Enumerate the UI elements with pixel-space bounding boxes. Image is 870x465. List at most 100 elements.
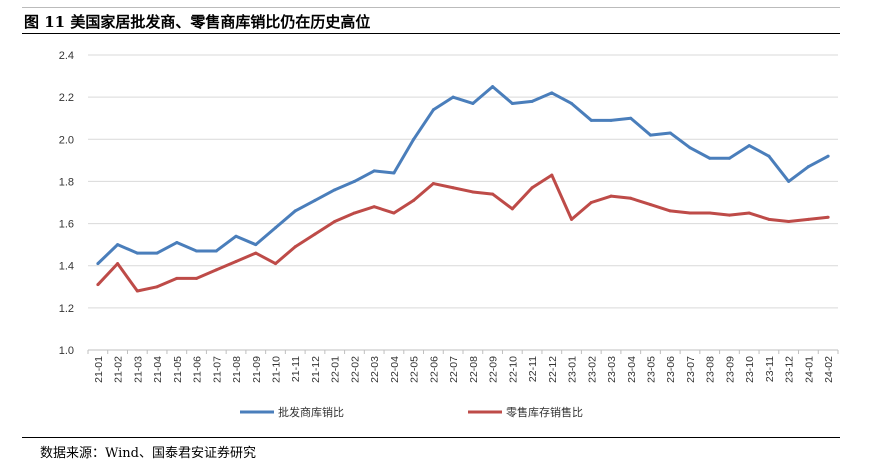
data-point: [550, 173, 554, 177]
legend-label: 批发商库销比: [278, 405, 344, 419]
data-point: [274, 262, 277, 266]
data-point: [510, 207, 514, 211]
data-point: [530, 99, 534, 103]
data-point: [589, 118, 593, 122]
data-point: [629, 196, 633, 200]
data-point: [530, 186, 534, 190]
data-point: [175, 276, 179, 280]
series-line-2: [96, 173, 829, 293]
data-point: [214, 268, 218, 272]
data-point: [727, 213, 731, 217]
x-tick-label: 23-11: [764, 356, 776, 382]
x-tick-label: 22-07: [448, 356, 460, 383]
data-point: [649, 133, 652, 137]
source-note: 数据来源：Wind、国泰君安证券研究: [40, 446, 256, 461]
x-tick-label: 21-01: [93, 356, 105, 383]
x-tick-label: 21-11: [290, 356, 302, 382]
data-point: [254, 243, 258, 247]
y-tick-label: 1.2: [59, 303, 74, 315]
x-tick-label: 21-02: [113, 356, 125, 383]
data-point: [293, 209, 297, 213]
data-point: [372, 205, 376, 209]
x-tick-label: 22-05: [409, 356, 421, 383]
x-tick-label: 22-12: [547, 356, 559, 383]
series-line-1: [96, 85, 829, 265]
data-point: [668, 131, 672, 135]
data-point: [412, 137, 416, 141]
data-point: [451, 186, 455, 190]
data-point: [352, 211, 356, 215]
x-tick-label: 21-04: [152, 356, 164, 383]
x-tick-label: 23-02: [586, 356, 598, 383]
x-tick-label: 24-01: [803, 356, 815, 383]
y-tick-label: 1.6: [59, 219, 74, 231]
data-point: [155, 285, 159, 289]
data-point: [431, 182, 435, 186]
data-point: [333, 188, 337, 192]
data-point: [668, 209, 672, 213]
data-point: [767, 217, 771, 221]
data-point: [471, 190, 475, 194]
y-tick-label: 1.8: [59, 176, 74, 188]
data-point: [372, 169, 376, 173]
data-point: [254, 251, 258, 255]
data-point: [550, 91, 554, 95]
data-point: [806, 217, 810, 221]
data-point: [787, 179, 791, 183]
x-tick-label: 21-08: [231, 356, 243, 383]
data-point: [649, 203, 652, 207]
data-point: [195, 249, 199, 253]
data-point: [234, 260, 238, 263]
data-point: [175, 241, 179, 245]
x-tick-label: 21-12: [310, 356, 322, 383]
data-point: [688, 146, 692, 150]
header-rule: [22, 7, 840, 8]
data-point: [747, 144, 751, 148]
data-point: [826, 215, 830, 219]
data-point: [431, 108, 435, 112]
data-point: [609, 194, 613, 198]
x-tick-label: 22-10: [507, 356, 519, 383]
data-point: [392, 171, 396, 175]
data-point: [313, 198, 317, 202]
y-tick-label: 2.2: [59, 92, 74, 104]
x-tick-label: 22-03: [369, 356, 381, 383]
y-tick-label: 2.0: [59, 134, 74, 146]
x-tick-label: 21-06: [192, 356, 204, 383]
data-point: [451, 95, 455, 99]
data-point: [412, 198, 416, 202]
data-point: [708, 156, 712, 160]
x-tick-label: 24-02: [823, 356, 835, 383]
x-tick-label: 23-12: [784, 356, 796, 383]
data-point: [195, 276, 199, 280]
data-point: [629, 116, 633, 120]
y-tick-label: 1.4: [59, 261, 74, 273]
data-point: [609, 118, 613, 122]
x-tick-label: 21-05: [172, 356, 184, 383]
title-rule: [22, 33, 840, 34]
data-point: [274, 226, 277, 230]
data-point: [135, 251, 139, 255]
data-point: [234, 234, 238, 238]
x-tick-label: 23-04: [626, 356, 638, 383]
figure-title: 图 11 美国家居批发商、零售商库销比仍在历史高位: [24, 13, 371, 31]
x-tick-label: 22-01: [330, 356, 342, 383]
data-point: [570, 101, 574, 105]
data-point: [471, 101, 475, 105]
x-tick-label: 23-03: [606, 356, 618, 383]
data-point: [313, 232, 317, 236]
data-point: [214, 249, 218, 253]
data-point: [767, 154, 771, 158]
data-point: [96, 283, 100, 287]
data-point: [570, 217, 574, 221]
y-tick-label: 1.0: [59, 345, 74, 357]
x-tick-label: 22-02: [349, 356, 361, 383]
data-point: [491, 85, 495, 89]
data-point: [826, 154, 830, 158]
data-point: [96, 262, 100, 266]
x-tick-label: 21-07: [211, 356, 223, 383]
data-point: [708, 211, 712, 215]
x-tick-label: 22-08: [468, 356, 480, 383]
data-point: [116, 262, 120, 266]
